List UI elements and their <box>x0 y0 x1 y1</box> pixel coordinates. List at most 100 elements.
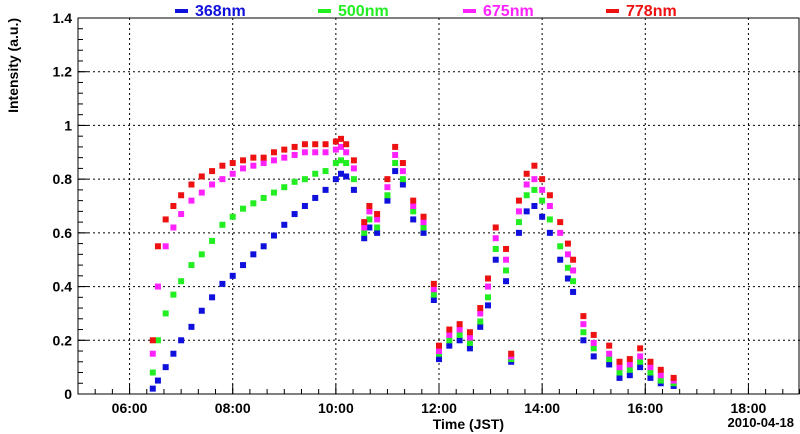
data-point <box>546 216 553 223</box>
data-point <box>188 197 195 204</box>
x-tick-label: 08:00 <box>215 400 251 416</box>
data-point <box>670 374 677 381</box>
data-point <box>350 176 357 183</box>
data-point <box>170 291 177 298</box>
data-point <box>322 149 329 156</box>
data-point <box>446 326 453 333</box>
data-point <box>178 278 185 285</box>
data-point <box>531 203 538 209</box>
data-point <box>590 331 597 338</box>
data-point <box>149 337 156 344</box>
data-point <box>456 337 463 344</box>
data-point <box>392 151 399 158</box>
data-point <box>374 211 381 218</box>
data-point <box>580 313 587 320</box>
data-point <box>219 162 226 169</box>
data-point <box>392 160 399 167</box>
data-point <box>392 143 399 150</box>
data-point <box>162 243 169 250</box>
data-point <box>291 143 298 150</box>
data-point <box>430 297 437 303</box>
data-point <box>332 138 339 145</box>
series-675nm <box>149 143 677 384</box>
data-point <box>616 364 623 371</box>
legend-label: 778nm <box>626 3 677 20</box>
data-point <box>250 251 257 258</box>
data-point <box>250 200 257 207</box>
data-point <box>456 331 463 338</box>
data-point <box>523 208 530 215</box>
data-point <box>291 211 298 218</box>
data-point <box>477 310 484 317</box>
data-point <box>436 342 442 349</box>
data-point <box>281 184 288 191</box>
data-point <box>531 176 538 183</box>
data-point <box>343 173 350 180</box>
data-point <box>260 154 267 161</box>
data-point <box>281 154 288 161</box>
data-point <box>580 321 587 328</box>
data-point <box>606 342 613 349</box>
data-point <box>312 170 319 177</box>
data-point <box>570 256 577 263</box>
legend-marker <box>463 9 476 13</box>
data-point <box>410 208 417 215</box>
data-point <box>250 154 257 161</box>
data-point <box>170 203 177 209</box>
data-point <box>531 186 538 193</box>
data-point <box>240 165 247 172</box>
data-point <box>301 176 308 183</box>
x-axis-label: Time (JST) <box>433 416 504 432</box>
data-point <box>616 358 623 365</box>
data-point <box>384 176 391 183</box>
data-point <box>436 356 442 363</box>
data-point <box>531 162 538 169</box>
data-point <box>392 168 399 175</box>
data-point <box>626 361 633 368</box>
data-point <box>539 197 546 204</box>
data-point <box>170 224 177 231</box>
legend-marker <box>175 9 188 13</box>
y-axis-label: Intensity (a.u.) <box>5 18 21 113</box>
data-point <box>508 350 515 357</box>
data-point <box>229 272 236 279</box>
data-point <box>446 331 453 338</box>
data-point <box>484 294 491 301</box>
data-point <box>366 208 373 215</box>
data-point <box>281 146 288 153</box>
data-point <box>178 337 185 344</box>
data-point <box>219 221 226 228</box>
data-point <box>332 160 339 167</box>
grid-lines <box>78 18 800 394</box>
data-point <box>374 229 381 236</box>
data-point <box>647 374 654 381</box>
axis-ticks: 0 0.2 0.4 0.6 0.8 1 1.2 1.4 06:00 08:00 10:00 12:00… <box>53 10 800 416</box>
data-point <box>515 219 522 226</box>
data-point <box>606 356 613 363</box>
data-point <box>515 197 522 204</box>
data-point <box>229 160 236 167</box>
data-point <box>198 189 205 196</box>
data-point <box>350 165 357 172</box>
data-point <box>657 366 664 373</box>
data-point <box>361 224 368 231</box>
data-point <box>384 192 391 199</box>
data-point <box>350 186 357 193</box>
data-point <box>466 345 473 352</box>
data-point <box>420 219 427 226</box>
data-point <box>539 186 546 193</box>
data-point <box>366 216 373 223</box>
data-point <box>209 168 216 175</box>
x-tick-label: 06:00 <box>112 400 148 416</box>
data-point <box>240 262 247 269</box>
data-point <box>178 211 185 218</box>
data-point <box>162 364 169 371</box>
data-point <box>546 203 553 209</box>
data-point <box>312 141 319 148</box>
data-point <box>647 364 654 371</box>
data-point <box>149 369 156 376</box>
y-tick-label: 1.4 <box>53 10 73 26</box>
data-point <box>312 194 319 201</box>
data-point <box>338 143 345 150</box>
